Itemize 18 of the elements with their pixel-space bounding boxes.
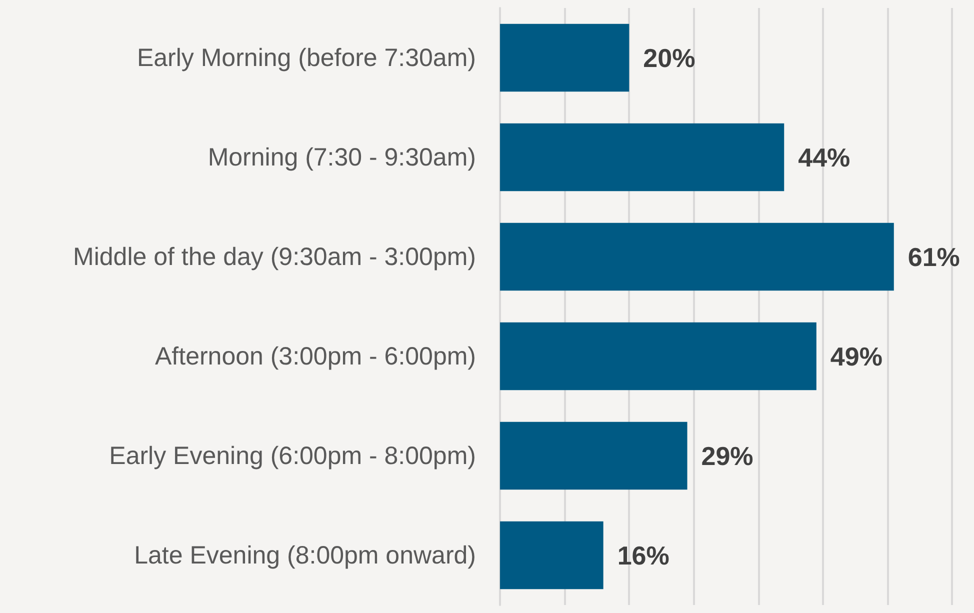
bar xyxy=(500,521,604,590)
bar xyxy=(500,222,894,291)
y-tick-label: Early Evening (6:00pm - 8:00pm) xyxy=(109,442,476,470)
bar xyxy=(500,24,630,92)
bar xyxy=(500,422,688,490)
bar xyxy=(500,322,816,390)
y-tick-label: Late Evening (8:00pm onward) xyxy=(134,541,476,570)
y-tick-label: Afternoon (3:00pm - 6:00pm) xyxy=(155,342,476,370)
data-label: 20% xyxy=(643,42,696,73)
y-tick-label: Early Morning (before 7:30am) xyxy=(136,44,476,72)
data-label: 49% xyxy=(830,341,882,372)
bar xyxy=(500,123,784,192)
data-label: 16% xyxy=(617,540,670,570)
y-tick-label: Morning (7:30 - 9:30am) xyxy=(208,143,476,172)
data-label: 61% xyxy=(908,242,960,272)
data-label: 44% xyxy=(798,142,850,172)
y-tick-label: Middle of the day (9:30am - 3:00pm) xyxy=(73,242,476,271)
data-label: 29% xyxy=(701,440,754,471)
